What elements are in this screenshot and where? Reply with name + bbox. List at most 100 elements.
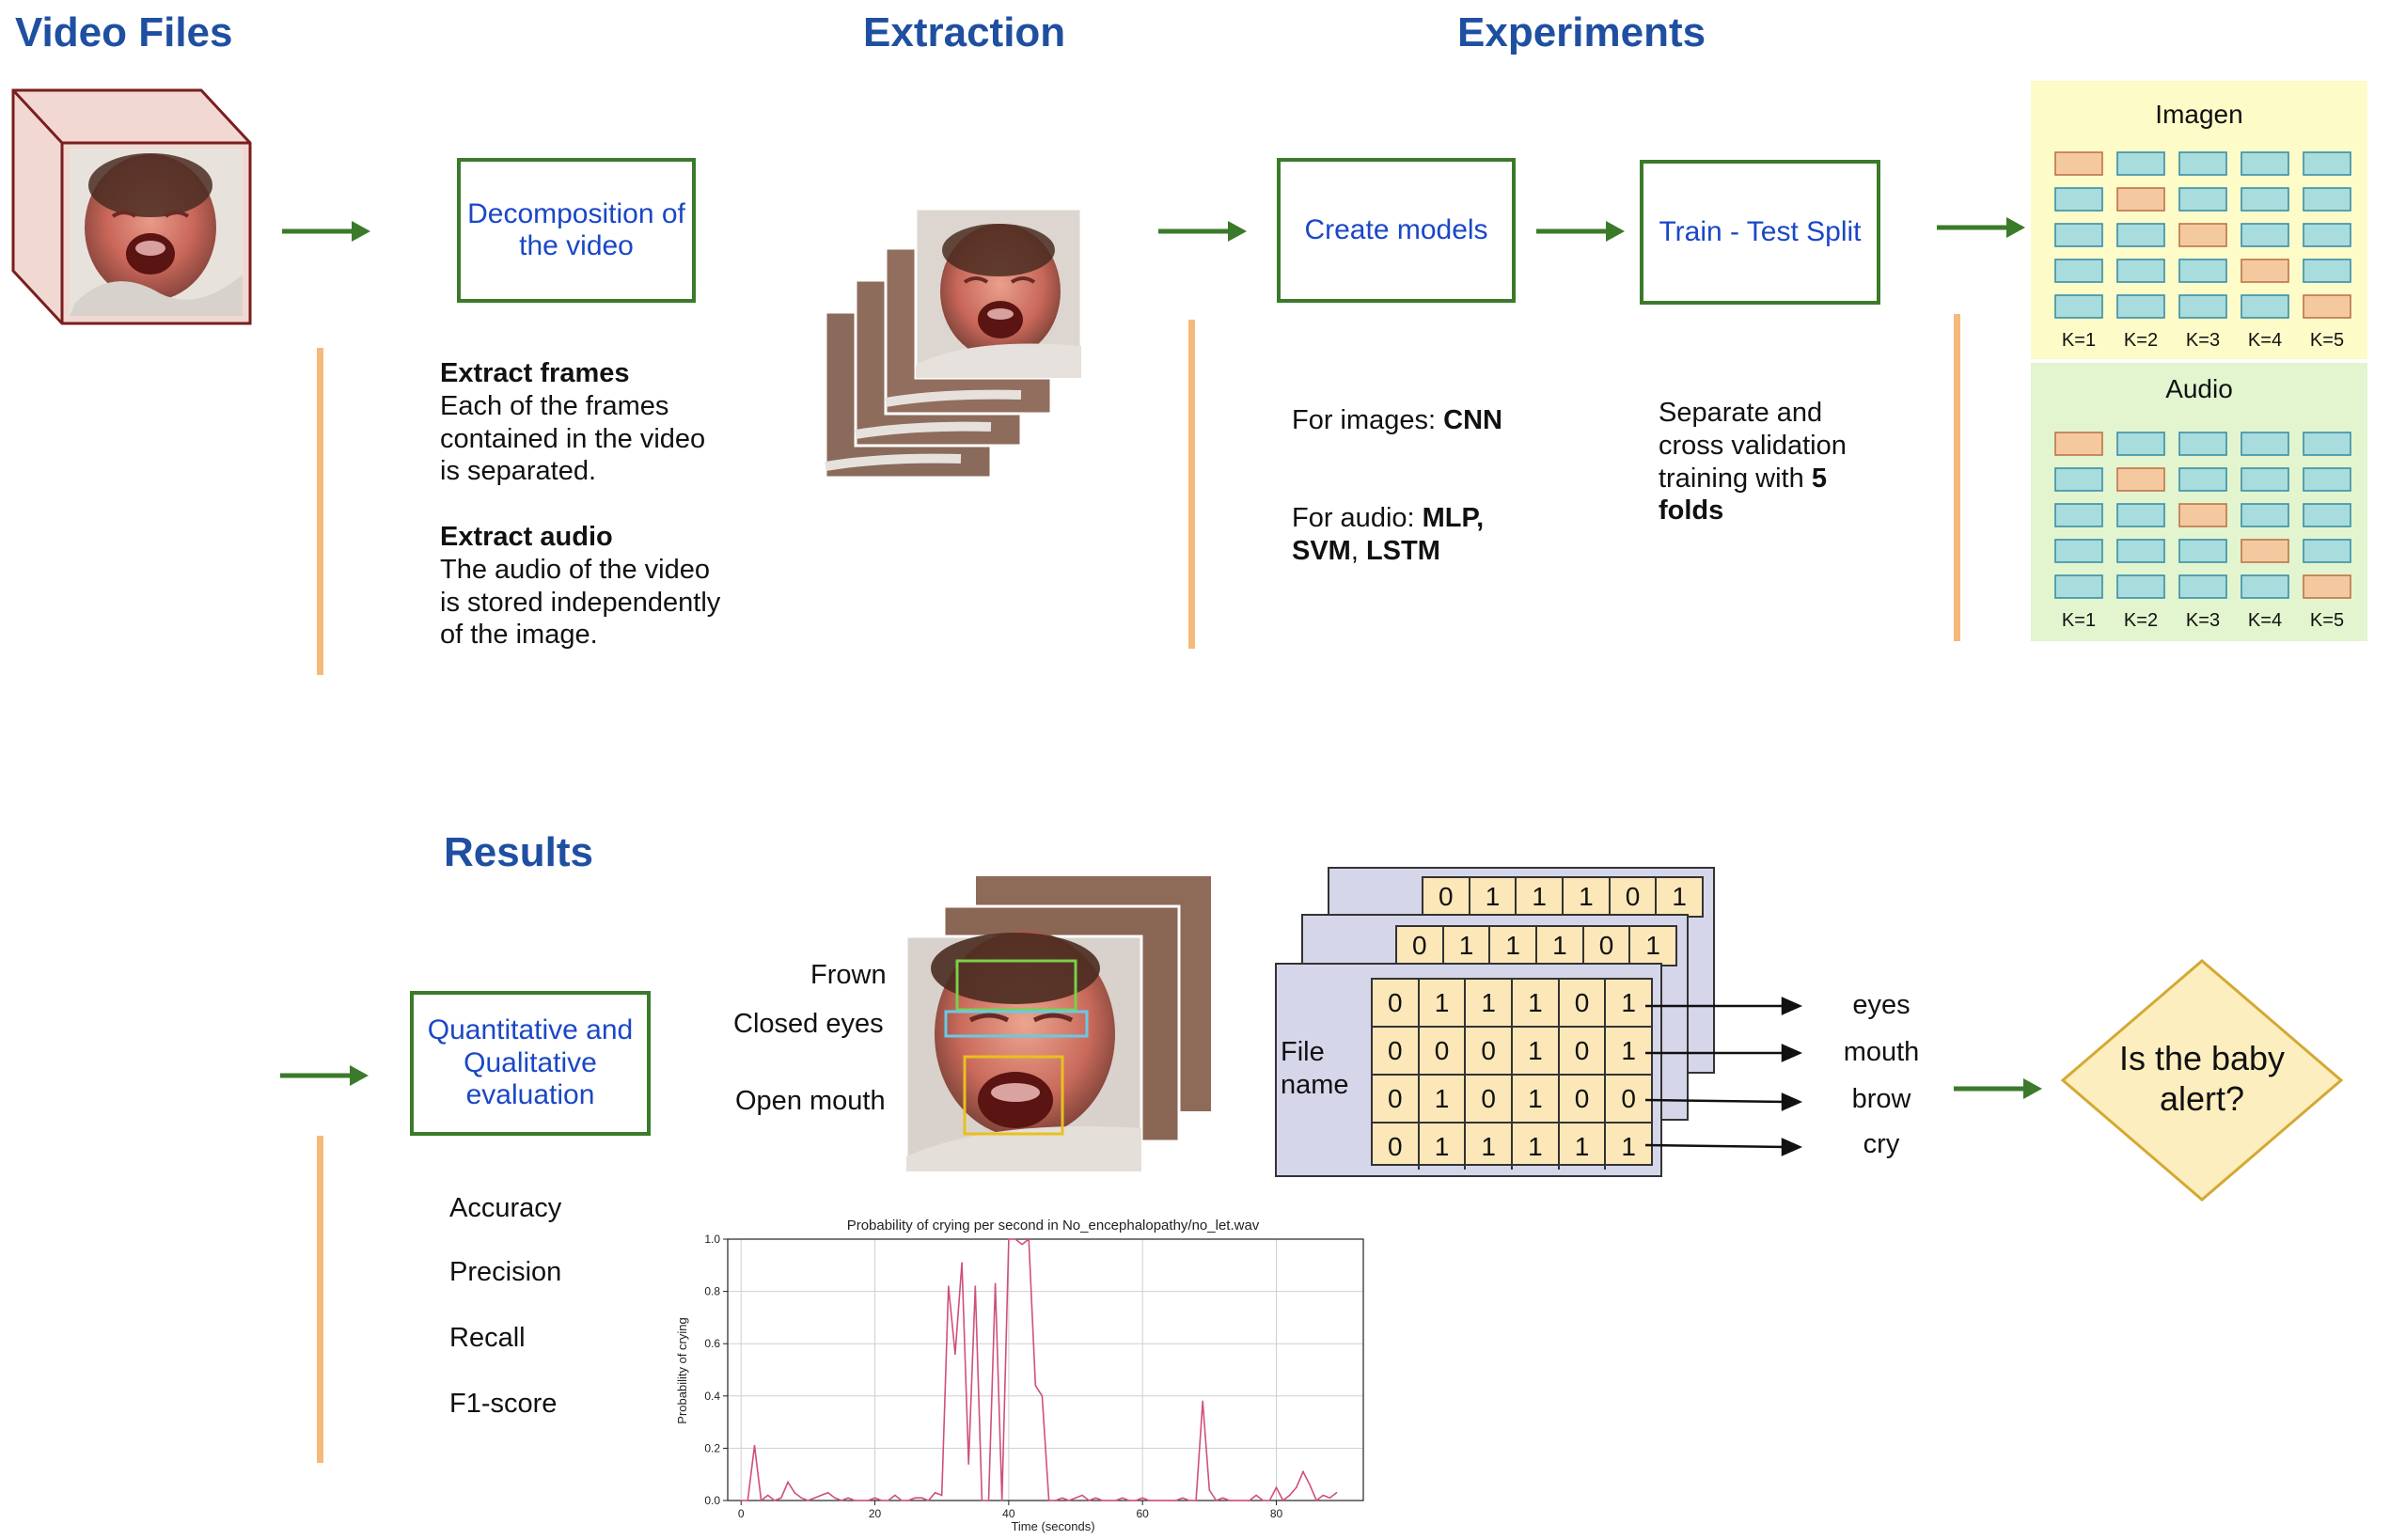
matrix-cell: 1 [1513, 1124, 1560, 1170]
models-audio-sep: , [1350, 535, 1366, 566]
feature-frown-label: Frown [810, 960, 887, 990]
kfold-train-block [2303, 187, 2351, 212]
kfold-test-block [2178, 223, 2227, 247]
chart-data-point [1008, 1238, 1010, 1240]
matrix-cell: 1 [1513, 1076, 1560, 1122]
split-folds-word: folds [1659, 495, 1724, 526]
chart-data-point [820, 1494, 823, 1497]
chart-data-point [1242, 1500, 1244, 1501]
video-file-cube [11, 88, 252, 325]
frown-bounding-box [955, 959, 1077, 1012]
chart-data-point [854, 1500, 856, 1501]
output-eyes: eyes [1852, 990, 1910, 1020]
kfold-train-block [2178, 259, 2227, 283]
crying-probability-chart: Probability of crying per second in No_e… [675, 1218, 1364, 1533]
kfold-train-block [2116, 503, 2165, 527]
matrix-cell: 0 [1560, 980, 1607, 1026]
split-folds-count: 5 [1811, 463, 1827, 494]
chart-data-point [901, 1500, 903, 1501]
arrow-right-icon [280, 1065, 369, 1086]
models-audio-mlp: MLP, [1422, 503, 1485, 533]
chart-data-point [860, 1500, 863, 1501]
matrix-cell: 1 [1645, 931, 1660, 960]
chart-data-point [1182, 1497, 1184, 1500]
extract-audio-title: Extract audio [440, 522, 613, 552]
chart-data-point [1255, 1494, 1257, 1497]
chart-y-tick-label: 0.0 [704, 1494, 720, 1507]
annotated-baby-frames [904, 876, 1211, 1173]
matrix-cell: 1 [1621, 987, 1636, 1017]
kfold-train-block [2054, 503, 2103, 527]
chart-data-point [987, 1500, 990, 1501]
chart-data-point [887, 1500, 889, 1501]
matrix-cell: 1 [1470, 878, 1517, 916]
matrix-cell: 1 [1513, 1028, 1560, 1074]
chart-data-point [826, 1491, 829, 1494]
chart-data-point [1262, 1500, 1265, 1501]
chart-y-tick-label: 0.2 [704, 1441, 720, 1454]
models-images-cnn: CNN [1443, 405, 1503, 435]
chart-y-tick-label: 0.6 [704, 1337, 720, 1350]
kfold-train-block [2303, 503, 2351, 527]
kfold-train-block [2178, 574, 2227, 599]
matrix-cell: 0 [1373, 1076, 1420, 1122]
kfold-label: K=5 [2310, 610, 2344, 631]
kfold-train-block [2054, 574, 2103, 599]
kfold-train-block [2303, 432, 2351, 456]
file-label-line: name [1281, 1069, 1349, 1100]
kfold-imagen-title: Imagen [2155, 100, 2243, 129]
kfold-train-block [2178, 432, 2227, 456]
chart-data-point [1114, 1500, 1117, 1501]
feature-open-mouth-label: Open mouth [735, 1086, 886, 1116]
matrix-cell: 0 [1397, 927, 1444, 965]
extract-frames-line: contained in the video [440, 423, 706, 454]
matrix-cell: 0 [1420, 1028, 1467, 1074]
kfold-train-block [2116, 259, 2165, 283]
chart-data-point [1208, 1489, 1211, 1491]
chart-data-point [1329, 1497, 1331, 1500]
chart-data-point [967, 1463, 969, 1465]
chart-data-point [940, 1494, 943, 1497]
metric-f1-score: F1-score [449, 1389, 558, 1419]
chart-data-point [740, 1500, 743, 1501]
chart-data-point [1275, 1486, 1278, 1488]
chart-x-tick-label: 40 [1002, 1507, 1015, 1520]
divider-line [317, 1136, 323, 1463]
kfold-train-block [2241, 223, 2289, 247]
chart-data-point [1141, 1497, 1143, 1500]
kfold-train-block [2116, 574, 2165, 599]
matrix-cell: 0 [1584, 927, 1631, 965]
kfold-label: K=5 [2310, 330, 2344, 351]
chart-data-point [1195, 1500, 1197, 1501]
kfold-train-block [2178, 151, 2227, 176]
chart-data-point [1161, 1500, 1164, 1501]
chart-x-axis-label: Time (seconds) [1011, 1519, 1094, 1533]
chart-data-point [1221, 1497, 1224, 1500]
kfold-test-block [2303, 574, 2351, 599]
matrix-cell: 0 [1423, 878, 1470, 916]
matrix-cell: 0 [1611, 878, 1658, 916]
chart-data-point [1041, 1395, 1044, 1397]
models-images-text: For images: CNN [1292, 404, 1502, 437]
kfold-train-block [2116, 294, 2165, 319]
extract-audio-line: is stored independently [440, 587, 721, 618]
split-line: Separate and [1659, 398, 1823, 428]
decomposition-label: Decomposition of the video [467, 197, 685, 262]
split-description: Separate and cross validation training w… [1659, 397, 1847, 527]
kfold-label: K=3 [2186, 330, 2220, 351]
output-cry: cry [1863, 1129, 1900, 1159]
chart-data-point [920, 1497, 923, 1500]
kfold-train-block [2178, 294, 2227, 319]
extract-audio-line: of the image. [440, 620, 598, 651]
chart-data-point [1309, 1484, 1311, 1486]
chart-data-point [760, 1500, 763, 1501]
arrow-right-icon [1158, 221, 1247, 242]
matrix-cell: 1 [1517, 878, 1565, 916]
chart-data-point [780, 1497, 782, 1500]
